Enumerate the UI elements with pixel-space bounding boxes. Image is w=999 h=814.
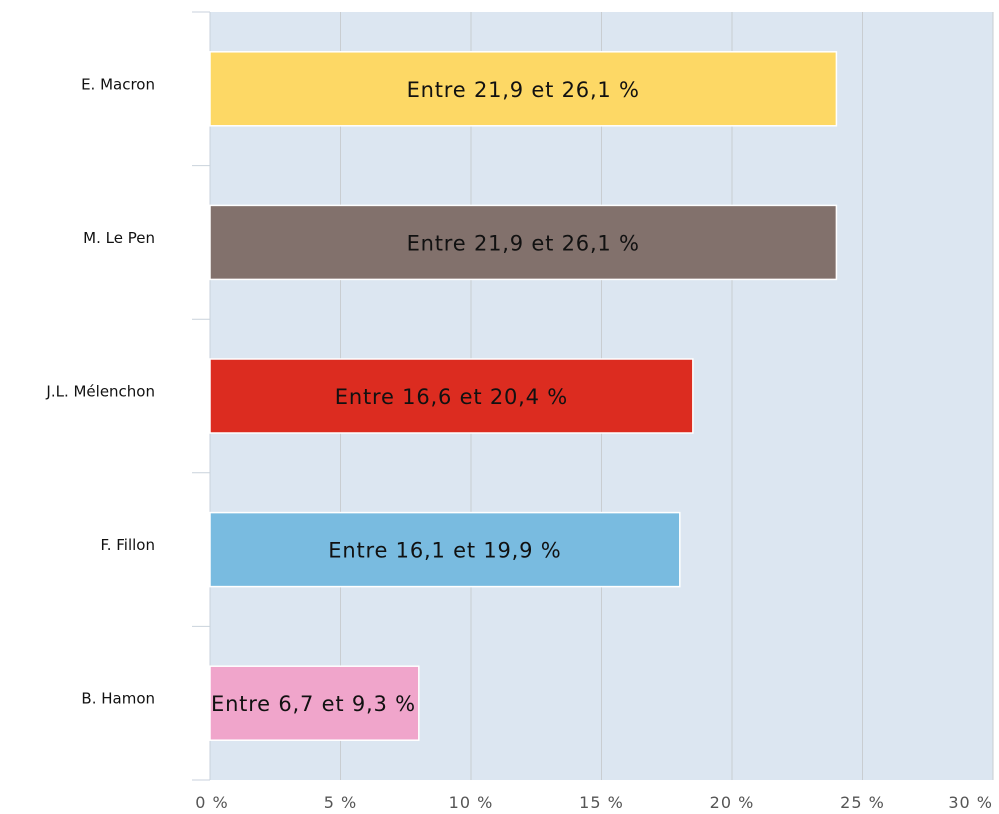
y-axis [192, 11, 211, 781]
bar-value-label: Entre 6,7 et 9,3 % [211, 692, 416, 716]
category-label: E. Macron [81, 75, 155, 93]
x-tick-label: 0 % [195, 793, 228, 812]
category-labels: E. Macron M. Le Pen J.L. Mélenchon F. Fillo… [45, 75, 155, 707]
category-label: F. Fillon [101, 536, 155, 554]
category-label: M. Le Pen [83, 229, 155, 247]
bar [209, 51, 838, 127]
x-tick-label: 10 % [449, 793, 494, 812]
x-tick-label: 25 % [840, 793, 885, 812]
bar [209, 358, 694, 434]
bar [209, 511, 681, 588]
x-tick-label: 20 % [710, 793, 755, 812]
bar-value-label: Entre 21,9 et 26,1 % [407, 78, 640, 102]
x-tick-label: 30 % [948, 793, 993, 812]
x-axis-ticks: 0 % 5 % 10 % 15 % 20 % 25 % 30 % [195, 793, 993, 812]
bar [209, 204, 838, 281]
bar-value-label: Entre 21,9 et 26,1 % [407, 231, 640, 255]
bars [209, 51, 838, 741]
category-label: B. Hamon [81, 690, 155, 708]
bar-value-labels: Entre 21,9 et 26,1 % Entre 21,9 et 26,1 %… [211, 78, 640, 716]
bar-value-label: Entre 16,6 et 20,4 % [335, 385, 568, 409]
x-tick-label: 15 % [579, 793, 624, 812]
category-label: J.L. Mélenchon [45, 383, 155, 401]
bar [209, 665, 420, 741]
x-tick-label: 5 % [324, 793, 357, 812]
bar-value-label: Entre 16,1 et 19,9 % [328, 539, 561, 563]
